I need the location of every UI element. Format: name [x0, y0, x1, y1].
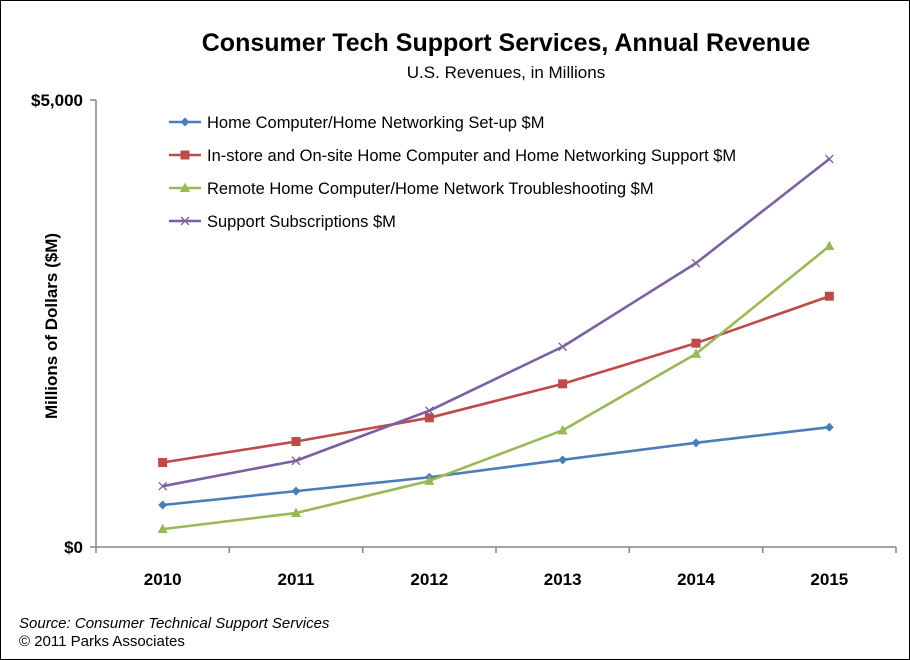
legend-label: Remote Home Computer/Home Network Troubl… [207, 180, 654, 198]
x-tick-label: 2010 [144, 570, 182, 589]
legend-entry: Remote Home Computer/Home Network Troubl… [169, 180, 654, 198]
y-tick-label-min: $0 [64, 538, 83, 557]
legend-label: In-store and On-site Home Computer and H… [207, 147, 736, 165]
y-axis-label: Millions of Dollars ($M) [42, 233, 61, 419]
data-point [691, 348, 701, 358]
series-line [162, 425, 830, 507]
legend: Home Computer/Home Networking Set-up $M I… [169, 114, 736, 231]
data-point [291, 456, 301, 466]
legend-entry: Support Subscriptions $M [169, 213, 396, 231]
series-4 [158, 154, 834, 491]
data-point [691, 338, 701, 348]
data-point [558, 379, 568, 389]
legend-entry: In-store and On-site Home Computer and H… [169, 147, 736, 165]
series-1 [158, 422, 834, 510]
legend-marker [180, 150, 190, 160]
data-point [291, 486, 301, 496]
data-point [424, 475, 435, 485]
x-tick-label: 2015 [810, 570, 848, 589]
data-point [158, 500, 168, 510]
data-point [158, 481, 168, 491]
chart-subtitle: U.S. Revenues, in Millions [407, 63, 605, 82]
x-tick-label: 2014 [677, 570, 715, 589]
data-point [291, 437, 301, 447]
data-point [158, 458, 168, 468]
legend-entry: Home Computer/Home Networking Set-up $M [169, 114, 544, 132]
x-tick-group: 2010 2011 2012 2013 2014 2015 [95, 547, 897, 589]
data-point [691, 258, 701, 268]
data-point [558, 342, 568, 352]
x-tick-label: 2012 [410, 570, 448, 589]
legend-label: Support Subscriptions $M [207, 213, 396, 231]
data-point [824, 422, 834, 432]
data-point [157, 523, 168, 534]
source-note: Source: Consumer Technical Support Servi… [19, 615, 330, 632]
series-3 [157, 240, 835, 534]
data-point [291, 507, 301, 518]
data-point [558, 455, 568, 465]
data-point [824, 240, 835, 251]
series-line [162, 245, 831, 531]
data-point [691, 438, 701, 448]
legend-marker [180, 216, 190, 226]
series-layer [157, 154, 835, 534]
legend-marker [180, 117, 190, 127]
x-tick-label: 2011 [278, 570, 315, 589]
y-tick-label-max: $5,000 [31, 91, 83, 110]
copyright-note: © 2011 Parks Associates [19, 633, 185, 650]
legend-label: Home Computer/Home Networking Set-up $M [207, 114, 544, 132]
legend-marker [180, 182, 190, 192]
data-point [557, 424, 568, 435]
data-point [424, 406, 434, 416]
data-point [824, 154, 834, 164]
series-line [162, 157, 831, 488]
chart-title: Consumer Tech Support Services, Annual R… [202, 29, 811, 57]
x-tick-label: 2013 [544, 570, 582, 589]
data-point [424, 413, 434, 423]
data-point [824, 291, 834, 301]
